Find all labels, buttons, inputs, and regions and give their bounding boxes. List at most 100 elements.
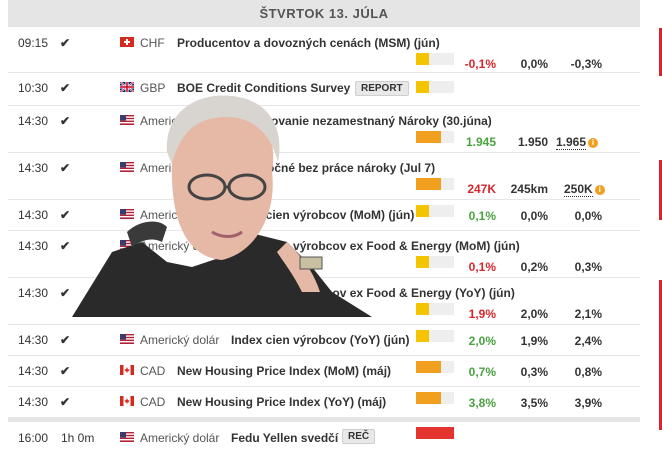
calendar-row[interactable]: 14:30 ✔ Americký dolár Index cien výrobc…: [8, 231, 640, 278]
calendar-row[interactable]: 14:30 ✔ Americký dolár Index cien výrobc…: [8, 278, 640, 325]
forecast-value: 0,2%: [520, 260, 548, 274]
event-duration: 1h 0m: [61, 431, 95, 445]
forecast-value: 3,5%: [520, 396, 548, 410]
forecast-value: 2,0%: [520, 307, 548, 321]
forecast-value: 0,0%: [520, 209, 548, 223]
actual-value: 0,1%: [468, 260, 496, 274]
actual-value: 1,9%: [468, 307, 496, 321]
us-flag-icon: [120, 209, 134, 219]
impact-bar: [416, 205, 454, 217]
calendar-row[interactable]: 14:30 ✔ Americký dolár Pokračovanie neza…: [8, 106, 640, 153]
impact-bar: [416, 256, 454, 268]
impact-bar: [416, 178, 454, 190]
currency-label: Americký dolár: [140, 333, 220, 347]
info-icon[interactable]: i: [588, 138, 599, 148]
currency-label: CHF: [140, 36, 165, 50]
currency-label: CAD: [140, 395, 166, 409]
forecast-value: 245km: [510, 182, 548, 196]
check-icon: ✔: [60, 286, 71, 300]
currency-label: CAD: [140, 364, 166, 378]
previous-value: 250K i: [564, 182, 624, 197]
calendar-row[interactable]: 14:30 ✔ Americký dolár Počiatočné bez pr…: [8, 153, 640, 200]
calendar-row[interactable]: 09:15 ✔ CHF Producentov a dovozných cená…: [8, 28, 640, 73]
event-time: 14:30: [18, 161, 49, 175]
impact-bar: [416, 361, 454, 373]
us-flag-icon: [120, 162, 134, 172]
event-title[interactable]: Producentov a dovozných cenách (MSM) (jú…: [177, 36, 440, 50]
event-title[interactable]: Index cien výrobcov ex Food & Energy (Mo…: [231, 239, 520, 253]
currency-label: Americký dolár: [140, 114, 220, 128]
actual-value: 1.945: [465, 135, 496, 149]
check-icon: ✔: [60, 239, 71, 253]
currency-label: Americký dolár: [140, 161, 220, 175]
forecast-value: 1.950: [517, 135, 548, 149]
previous-value: 2,1%: [574, 307, 602, 321]
calendar-row[interactable]: 14:30 ✔ Americký dolár Index cien výrobc…: [8, 325, 640, 356]
side-accent: [659, 280, 662, 430]
previous-value: 0,8%: [574, 365, 602, 379]
event-title[interactable]: Index cien výrobcov ex Food & Energy (Yo…: [231, 286, 515, 300]
event-time: 14:30: [18, 364, 49, 378]
previous-value: 0,3%: [574, 260, 602, 274]
us-flag-icon: [120, 334, 134, 344]
impact-bar: [416, 330, 454, 342]
ch-flag-icon: [120, 37, 134, 47]
event-time: 16:00: [18, 431, 49, 445]
event-title[interactable]: Index cien výrobcov (YoY) (jún): [231, 333, 410, 347]
event-title[interactable]: Index cien výrobcov (MoM) (jún): [231, 208, 415, 222]
calendar-row[interactable]: 14:30 ✔ Americký dolár Index cien výrobc…: [8, 200, 640, 231]
section-divider: [8, 418, 640, 422]
event-title[interactable]: New Housing Price Index (YoY) (máj): [177, 395, 387, 409]
us-flag-icon: [120, 432, 134, 442]
speech-badge[interactable]: REČ: [342, 429, 376, 444]
impact-bar: [416, 81, 454, 93]
currency-label: Americký dolár: [140, 239, 220, 253]
report-badge[interactable]: REPORT: [355, 81, 409, 96]
actual-value: 0,1%: [468, 209, 496, 223]
calendar-row[interactable]: 10:30 ✔ GBP BOE Credit Conditions Survey…: [8, 73, 640, 106]
currency-label: GBP: [140, 81, 166, 95]
event-time: 14:30: [18, 239, 49, 253]
previous-value: 3,9%: [574, 396, 602, 410]
impact-bar: [416, 303, 454, 315]
previous-value: 1.965 i: [556, 135, 616, 150]
impact-bar: [416, 427, 454, 439]
check-icon: ✔: [60, 81, 71, 95]
event-time: 09:15: [18, 36, 49, 50]
actual-value: 3,8%: [468, 396, 496, 410]
calendar-row[interactable]: 16:00 1h 0m Americký dolár Fedu Yellen s…: [8, 423, 640, 453]
calendar-row[interactable]: 14:30 ✔ CAD New Housing Price Index (MoM…: [8, 356, 640, 387]
event-time: 10:30: [18, 81, 49, 95]
event-time: 14:30: [18, 208, 49, 222]
impact-bar: [416, 131, 454, 143]
check-icon: ✔: [60, 333, 71, 347]
event-title[interactable]: Pokračovanie nezamestnaný Nároky (30.jún…: [231, 114, 492, 128]
us-flag-icon: [120, 240, 134, 250]
info-icon[interactable]: i: [594, 185, 605, 195]
event-time: 14:30: [18, 395, 49, 409]
event-title[interactable]: Fedu Yellen svedčí: [231, 431, 339, 445]
us-flag-icon: [120, 287, 134, 297]
currency-label: Americký dolár: [140, 208, 220, 222]
previous-value: 0,0%: [574, 209, 602, 223]
previous-value: 2,4%: [574, 334, 602, 348]
impact-bar: [416, 392, 454, 404]
event-time: 14:30: [18, 333, 49, 347]
actual-value: 247K: [467, 182, 496, 196]
event-title[interactable]: BOE Credit Conditions Survey: [177, 81, 351, 95]
event-time: 14:30: [18, 114, 49, 128]
us-flag-icon: [120, 115, 134, 125]
previous-value: -0,3%: [570, 57, 602, 71]
gb-flag-icon: [120, 82, 134, 92]
event-title[interactable]: Počiatočné bez práce nároky (Jul 7): [231, 161, 436, 175]
forecast-value: 0,3%: [520, 365, 548, 379]
calendar-row[interactable]: 14:30 ✔ CAD New Housing Price Index (YoY…: [8, 387, 640, 418]
event-title[interactable]: New Housing Price Index (MoM) (máj): [177, 364, 392, 378]
side-accent: [659, 28, 662, 76]
currency-label: Americký dolár: [140, 431, 220, 445]
check-icon: ✔: [60, 36, 71, 50]
check-icon: ✔: [60, 208, 71, 222]
actual-value: 2,0%: [468, 334, 496, 348]
impact-bar: [416, 53, 454, 65]
forecast-value: 1,9%: [520, 334, 548, 348]
